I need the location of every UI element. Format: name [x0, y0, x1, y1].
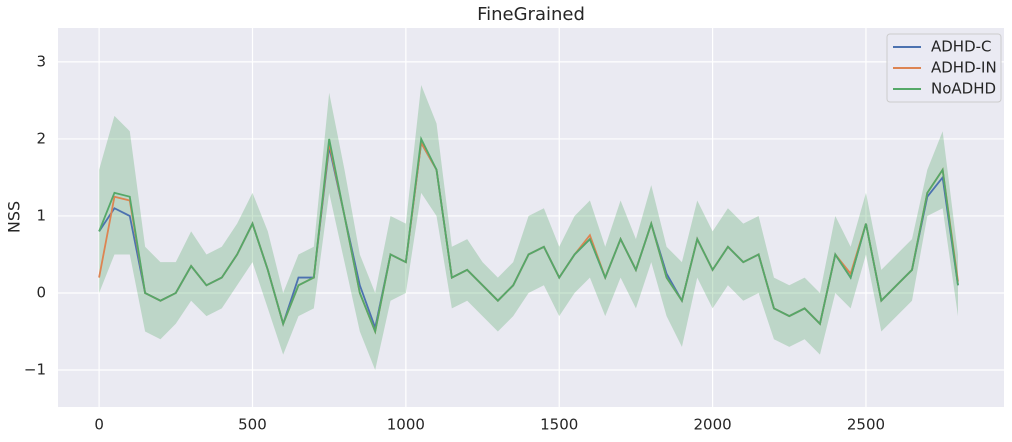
- y-tick-label: 0: [36, 283, 46, 301]
- legend-box: [886, 33, 1002, 103]
- legend-label: ADHD-C: [931, 38, 992, 56]
- plot-area: [58, 28, 1004, 407]
- x-tick-label: 500: [238, 416, 267, 434]
- x-tick-label: 0: [94, 416, 104, 434]
- y-tick-label: 1: [36, 206, 46, 224]
- x-tick-label: 2500: [847, 416, 885, 434]
- x-tick-label: 2000: [693, 416, 731, 434]
- chart-title: FineGrained: [477, 4, 585, 25]
- y-tick-label: 3: [36, 52, 46, 70]
- legend-label: ADHD-IN: [931, 59, 997, 77]
- line: [98, 135, 959, 335]
- x-tick-label: 1500: [540, 416, 578, 434]
- y-tick-label: 2: [36, 129, 46, 147]
- y-tick-label: −1: [24, 361, 46, 379]
- y-axis-label: NSS: [5, 201, 24, 233]
- legend-label: NoADHD: [931, 80, 996, 98]
- x-tick-label: 1000: [387, 416, 425, 434]
- confidence-band: [99, 85, 958, 371]
